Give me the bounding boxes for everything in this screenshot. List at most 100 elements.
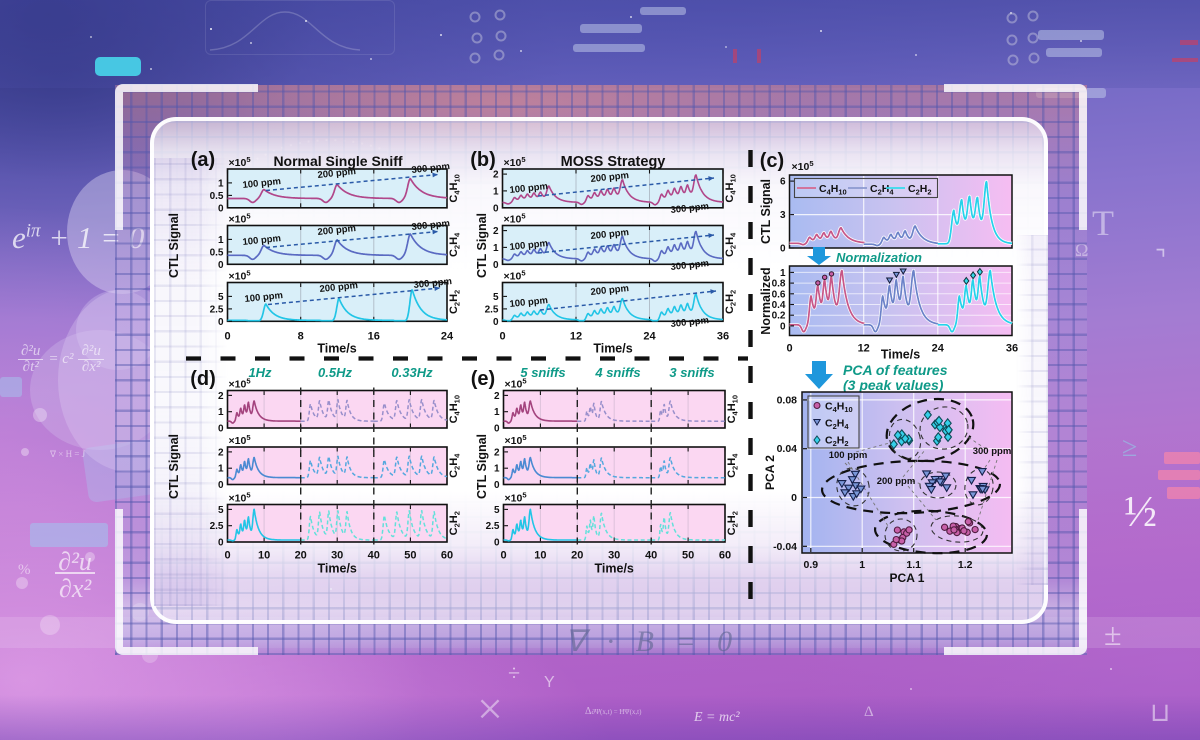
svg-text:0.6: 0.6	[772, 289, 786, 300]
svg-text:CTL Signal: CTL Signal	[167, 434, 181, 499]
svg-text:0.33Hz: 0.33Hz	[391, 365, 433, 380]
svg-text:×105: ×105	[505, 377, 528, 391]
svg-text:(e): (e)	[471, 368, 495, 390]
svg-text:×105: ×105	[229, 377, 252, 391]
svg-text:300 ppm: 300 ppm	[670, 201, 709, 216]
svg-text:1: 1	[494, 464, 500, 475]
svg-text:36: 36	[717, 331, 729, 343]
svg-text:1: 1	[218, 407, 224, 418]
svg-text:1: 1	[859, 559, 865, 571]
svg-text:×105: ×105	[229, 269, 252, 283]
svg-text:24: 24	[441, 331, 454, 343]
svg-text:0: 0	[218, 480, 224, 491]
svg-text:0.08: 0.08	[777, 394, 798, 406]
svg-text:0: 0	[786, 343, 792, 355]
svg-text:CTL Signal: CTL Signal	[167, 213, 181, 278]
svg-text:Normalization: Normalization	[836, 250, 922, 265]
svg-text:1: 1	[493, 186, 499, 197]
svg-text:Normalized: Normalized	[759, 267, 773, 334]
svg-text:1: 1	[218, 235, 224, 246]
svg-text:×105: ×105	[505, 491, 528, 505]
svg-text:2: 2	[493, 170, 499, 181]
svg-text:C2​H2​: C2​H2​	[908, 183, 932, 197]
svg-text:200 ppm: 200 ppm	[317, 166, 356, 181]
svg-text:100 ppm: 100 ppm	[829, 450, 868, 461]
svg-text:0: 0	[494, 480, 500, 491]
svg-text:PCA 1: PCA 1	[890, 571, 925, 585]
svg-text:C2​H2​: C2​H2​	[448, 290, 462, 314]
svg-text:6: 6	[780, 177, 786, 188]
svg-text:0.4: 0.4	[772, 300, 786, 311]
svg-text:1: 1	[218, 178, 224, 189]
svg-text:200 ppm: 200 ppm	[877, 476, 916, 487]
svg-text:5: 5	[218, 505, 224, 516]
svg-text:C2​H4​: C2​H4​	[724, 232, 738, 257]
svg-text:×105: ×105	[505, 433, 528, 447]
svg-text:20: 20	[571, 550, 583, 562]
svg-text:(a): (a)	[191, 149, 215, 171]
svg-text:300 ppm: 300 ppm	[973, 446, 1012, 457]
svg-text:300 ppm: 300 ppm	[413, 276, 452, 291]
svg-text:200 ppm: 200 ppm	[590, 227, 629, 242]
svg-text:×105: ×105	[229, 491, 252, 505]
svg-text:CTL Signal: CTL Signal	[475, 213, 489, 278]
svg-text:0: 0	[499, 331, 505, 343]
svg-text:×105: ×105	[229, 212, 252, 226]
svg-text:×105: ×105	[504, 269, 527, 283]
svg-text:100 ppm: 100 ppm	[242, 176, 281, 191]
svg-text:C2​H4​: C2​H4​	[825, 418, 849, 432]
svg-text:100 ppm: 100 ppm	[509, 295, 548, 310]
svg-text:C4​H10​: C4​H10​	[448, 395, 462, 423]
svg-text:(3 peak values): (3 peak values)	[843, 377, 944, 393]
svg-text:5: 5	[493, 292, 499, 303]
svg-text:50: 50	[404, 550, 416, 562]
svg-text:3: 3	[780, 210, 786, 221]
svg-text:1: 1	[494, 407, 500, 418]
svg-text:1: 1	[780, 268, 786, 279]
svg-text:Time/s: Time/s	[593, 342, 632, 356]
svg-text:100 ppm: 100 ppm	[244, 290, 283, 305]
svg-text:200 ppm: 200 ppm	[590, 283, 629, 298]
svg-text:3 sniffs: 3 sniffs	[669, 365, 714, 380]
svg-text:PCA of features: PCA of features	[843, 362, 948, 378]
svg-text:2: 2	[494, 391, 500, 402]
svg-text:300 ppm: 300 ppm	[411, 161, 450, 176]
svg-text:200 ppm: 200 ppm	[317, 223, 356, 238]
svg-text:5 sniffs: 5 sniffs	[520, 365, 565, 380]
svg-text:0: 0	[500, 550, 506, 562]
svg-text:(c): (c)	[760, 150, 784, 172]
svg-text:0: 0	[780, 321, 786, 332]
svg-text:100 ppm: 100 ppm	[242, 233, 281, 248]
svg-text:0: 0	[780, 244, 786, 255]
svg-text:2: 2	[218, 391, 224, 402]
svg-text:10: 10	[534, 550, 546, 562]
svg-text:100 ppm: 100 ppm	[509, 238, 548, 253]
svg-text:0: 0	[791, 492, 797, 504]
svg-text:C2​H4​: C2​H4​	[448, 232, 462, 257]
svg-text:0.2: 0.2	[772, 311, 786, 322]
svg-text:0.5Hz: 0.5Hz	[318, 365, 352, 380]
svg-text:Time/s: Time/s	[881, 348, 920, 362]
svg-text:0.5: 0.5	[210, 191, 224, 202]
svg-text:0: 0	[218, 538, 224, 549]
svg-text:×105: ×105	[504, 155, 527, 169]
svg-text:36: 36	[1006, 343, 1018, 355]
svg-text:40: 40	[368, 550, 380, 562]
svg-text:C2​H4​: C2​H4​	[726, 453, 740, 478]
svg-text:-0.04: -0.04	[773, 541, 797, 553]
svg-text:4 sniffs: 4 sniffs	[594, 365, 640, 380]
svg-text:24: 24	[643, 331, 656, 343]
svg-text:C4​H10​: C4​H10​	[724, 174, 738, 202]
svg-text:C2​H2​: C2​H2​	[825, 435, 849, 449]
svg-text:×105: ×105	[229, 433, 252, 447]
svg-text:(d): (d)	[190, 368, 216, 390]
svg-text:PCA 2: PCA 2	[763, 455, 777, 490]
svg-text:8: 8	[298, 331, 304, 343]
svg-text:1Hz: 1Hz	[248, 365, 272, 380]
svg-text:5: 5	[494, 505, 500, 516]
svg-text:50: 50	[682, 550, 694, 562]
svg-text:0: 0	[224, 550, 230, 562]
svg-text:0: 0	[494, 424, 500, 435]
svg-text:Normal Single Sniff: Normal Single Sniff	[273, 153, 402, 169]
svg-text:300 ppm: 300 ppm	[670, 315, 709, 330]
